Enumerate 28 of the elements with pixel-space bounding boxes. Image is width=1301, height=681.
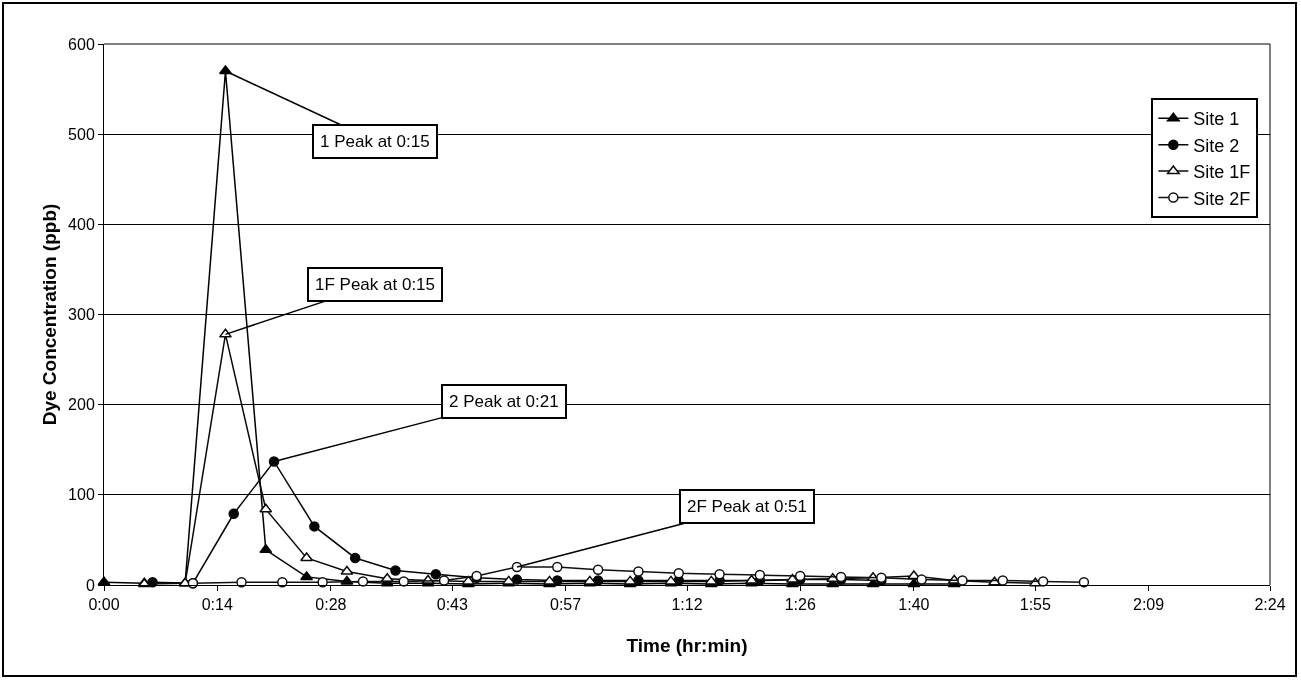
- y-tick-label: 0: [85, 576, 95, 594]
- x-tick-label: 1:12: [671, 596, 703, 614]
- x-tick-label: 0:00: [88, 596, 120, 614]
- x-axis-title: Time (hr:min): [626, 635, 748, 656]
- y-tick-label: 200: [68, 396, 95, 414]
- x-tick-label: 0:28: [315, 596, 347, 614]
- x-tick-label: 1:26: [784, 596, 816, 614]
- y-tick-label: 600: [68, 35, 95, 53]
- annotation: 1 Peak at 0:15: [320, 132, 430, 151]
- y-tick-label: 400: [68, 215, 95, 233]
- legend-label: Site 2: [1193, 135, 1240, 156]
- x-tick-label: 2:09: [1132, 596, 1165, 614]
- legend-label: Site 2F: [1193, 188, 1251, 209]
- annotation: 1F Peak at 0:15: [315, 275, 436, 294]
- y-tick-label: 500: [68, 125, 95, 143]
- legend-label: Site 1F: [1193, 162, 1251, 183]
- x-tick-label: 0:57: [549, 596, 582, 614]
- x-tick-label: 0:14: [201, 596, 233, 614]
- y-axis-title: Dye Concentration (ppb): [39, 203, 60, 426]
- y-tick-label: 100: [68, 486, 95, 504]
- annotation: 2F Peak at 0:51: [687, 497, 808, 516]
- x-tick-label: 2:24: [1254, 596, 1286, 614]
- legend-label: Site 1: [1193, 109, 1240, 130]
- y-tick-label: 300: [68, 306, 95, 324]
- annotation: 2 Peak at 0:21: [449, 392, 559, 411]
- x-tick-label: 0:43: [436, 596, 469, 614]
- x-tick-label: 1:55: [1019, 596, 1052, 614]
- x-tick-label: 1:40: [898, 596, 930, 614]
